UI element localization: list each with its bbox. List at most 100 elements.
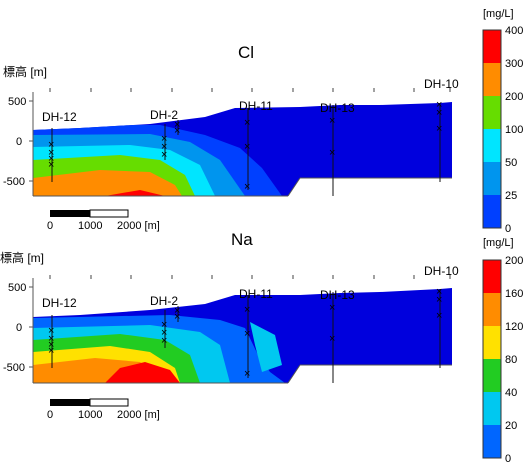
na-ytick-minus500: -500 [3,362,25,374]
na-boreholes [51,289,441,383]
cl-colorbar-label: 0 [505,223,511,235]
cl-colorbar-label: 25 [505,190,517,202]
svg-text:×: × [436,123,442,135]
svg-text:×: × [329,147,335,159]
cl-title: Cl [238,43,254,62]
svg-text:×: × [48,147,54,159]
svg-text:×: × [48,345,54,357]
cl-label-dh10: DH-10 [424,77,459,91]
na-colorbar-label: 200 [505,255,523,267]
cl-colorbar: [mg/L] 400 300 200 100 50 25 0 [482,8,523,235]
svg-text:×: × [48,139,54,151]
svg-text:×: × [161,319,167,331]
svg-text:×: × [48,153,54,165]
cl-colorbar-units: [mg/L] [483,8,514,20]
na-colorbar-swatch [483,359,501,393]
na-colorbar-swatch [483,260,501,294]
na-colorbar-swatch [483,392,501,426]
svg-text:×: × [161,335,167,347]
na-ytick-500: 500 [8,282,26,294]
cl-label-dh11: DH-11 [239,99,273,113]
na-colorbar-swatch [483,425,501,459]
svg-text:×: × [174,125,180,137]
svg-text:×: × [244,304,250,316]
svg-text:×: × [436,294,442,306]
na-y-axis-label: 標高 [m] [0,250,44,265]
na-colorbar-swatch [483,293,501,327]
svg-text:×: × [174,119,180,131]
svg-text:×: × [329,333,335,345]
svg-text:×: × [436,286,442,298]
cl-sample-markers: ×××× ××× ×× ××× ×× ××× [48,99,442,193]
na-colorbar-label: 0 [505,453,511,465]
cl-panel: Cl 標高 [m] 500 0 -500 [3,8,523,235]
svg-text:×: × [161,327,167,339]
na-colorbar-swatch [483,326,501,360]
cl-scale-bar: 0 1000 2000 [m] [47,209,160,232]
na-axis: 500 0 -500 [3,278,452,384]
na-surface-ticks [49,275,451,279]
cl-surface-ticks [49,88,451,92]
svg-text:×: × [329,302,335,314]
cl-ytick-500: 500 [8,96,26,108]
na-colorbar-label: 20 [505,420,517,432]
svg-text:0: 0 [47,409,53,421]
cl-ytick-0: 0 [16,136,22,148]
svg-text:×: × [161,149,167,161]
svg-text:2000 [m]: 2000 [m] [117,220,160,232]
cl-colorbar-swatch [483,96,501,130]
na-panel: Na 標高 [m] 500 0 -500 [0,230,523,465]
cl-colorbar-swatch [483,195,501,229]
svg-text:×: × [436,107,442,119]
svg-text:×: × [244,181,250,193]
svg-text:1000: 1000 [78,220,102,232]
svg-text:0: 0 [47,220,53,232]
svg-text:×: × [174,305,180,317]
cl-contour-fill [33,102,452,196]
svg-text:×: × [161,141,167,153]
svg-text:×: × [244,141,250,153]
na-title: Na [231,230,253,249]
svg-text:×: × [436,99,442,111]
cl-label-dh2: DH-2 [150,108,178,122]
svg-text:×: × [436,310,442,322]
na-colorbar-label: 160 [505,288,523,300]
na-colorbar-label: 80 [505,354,517,366]
cl-label-dh12: DH-12 [42,110,77,124]
na-label-dh12: DH-12 [42,296,77,310]
na-label-dh11: DH-11 [239,287,273,301]
svg-text:×: × [329,115,335,127]
svg-text:×: × [161,133,167,145]
cl-colorbar-swatch [483,30,501,64]
na-sample-markers: ×××× ××× ×× ××× ×× ××× [48,286,442,380]
svg-text:2000 [m]: 2000 [m] [117,409,160,421]
na-label-dh2: DH-2 [150,294,178,308]
cl-axis: 500 0 -500 [3,92,452,197]
cl-colorbar-swatch [483,63,501,97]
cl-y-axis-label: 標高 [m] [3,64,47,79]
na-contour-fill [33,288,452,383]
svg-text:×: × [244,328,250,340]
svg-text:×: × [48,325,54,337]
cl-colorbar-label: 50 [505,157,517,169]
na-label-dh13: DH-13 [320,288,355,302]
cl-colorbar-swatch [483,162,501,196]
cl-colorbar-swatch [483,129,501,163]
svg-text:×: × [48,333,54,345]
svg-text:×: × [244,368,250,380]
svg-text:×: × [174,311,180,323]
na-colorbar-label: 40 [505,387,517,399]
svg-text:×: × [48,339,54,351]
cl-colorbar-label: 100 [505,124,523,136]
svg-text:1000: 1000 [78,409,102,421]
na-ytick-0: 0 [16,322,22,334]
cl-boreholes [51,103,441,196]
svg-text:×: × [244,117,250,129]
cl-label-dh13: DH-13 [320,101,355,115]
cl-colorbar-label: 200 [505,91,523,103]
na-colorbar-label: 120 [505,321,523,333]
na-label-dh10: DH-10 [424,264,459,278]
na-scale-bar: 0 1000 2000 [m] [47,398,160,421]
